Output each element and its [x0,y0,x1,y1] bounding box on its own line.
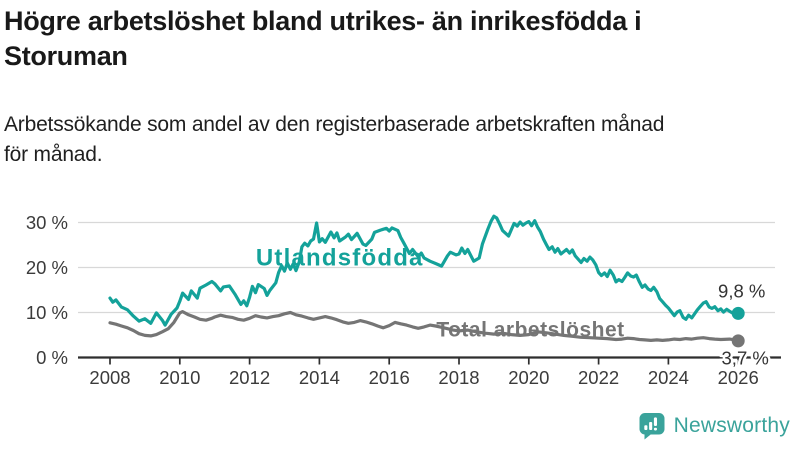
series-line-total [108,309,740,343]
x-tick-label-2008: 2008 [89,367,130,388]
end-value-label-utlandsfodda: 9,8 % [718,281,765,302]
newsworthy-logo[interactable]: Newsworthy [638,412,790,440]
newsworthy-icon [639,413,665,440]
y-tick-label-20: 20 % [26,257,68,278]
x-tick-label-2020: 2020 [508,367,549,388]
chart-subtitle: Arbetssökande som andel av den registerb… [4,110,784,170]
y-tick-label-10: 10 % [26,302,68,323]
series-line-utlandsfodda [108,214,740,327]
x-tick-label-2014: 2014 [299,367,340,388]
x-tick-label-2012: 2012 [229,367,270,388]
x-tick-label-2016: 2016 [369,367,410,388]
chart-subtitle-line2: för månad. [4,142,103,166]
chart-title: Högre arbetslöshet bland utrikes- än inr… [4,4,784,73]
newsworthy-wordmark: Newsworthy [673,414,790,437]
end-dot-total [731,334,745,348]
x-tick-label-2018: 2018 [438,367,479,388]
x-tick-label-2010: 2010 [159,367,200,388]
x-tick-label-2026: 2026 [718,367,759,388]
end-dot-utlandsfodda [731,306,745,320]
y-tick-label-30: 30 % [26,212,68,233]
series-label-total: Total arbetslöshet [436,318,624,341]
series-label-utlandsfodda: Utlandsfödda [256,244,424,271]
chart-title-line2: Storuman [4,40,128,71]
x-tick-label-2022: 2022 [578,367,619,388]
unemployment-line-chart: 2008 2010 2012 2014 2016 2018 2020 2022 2024 2026… [26,212,781,388]
chart-subtitle-line1: Arbetssökande som andel av den registerb… [4,113,665,136]
end-value-label-total: 3,7 % [722,347,769,368]
y-tick-label-0: 0 % [36,347,68,368]
chart-title-line1: Högre arbetslöshet bland utrikes- än inr… [4,6,642,36]
x-tick-label-2024: 2024 [648,367,689,388]
